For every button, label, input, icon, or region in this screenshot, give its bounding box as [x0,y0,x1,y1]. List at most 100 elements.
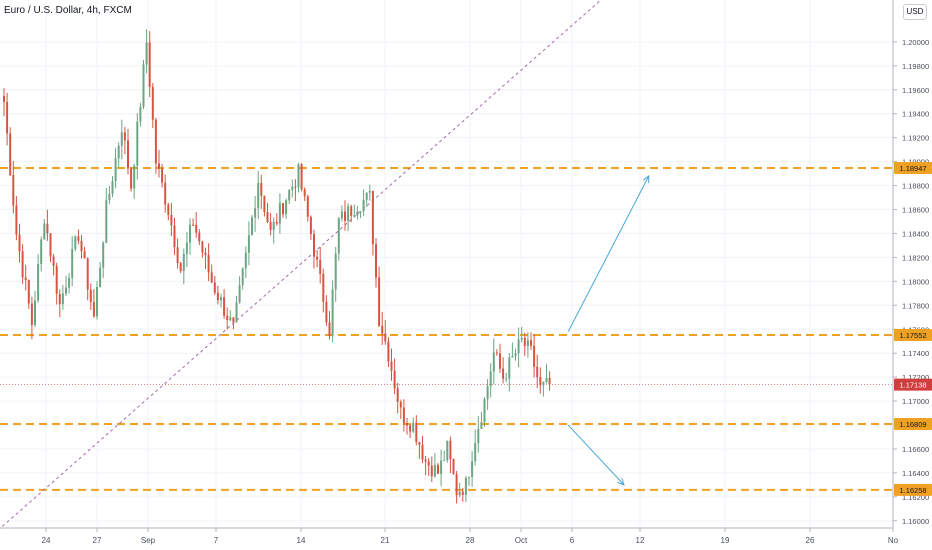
time-axis[interactable]: 24 27 Sep 7 14 21 28 Oct 6 12 19 26 No [0,527,899,545]
price-tick-label: 1.17000 [902,397,929,406]
candle-body [257,182,260,209]
candle-body [136,121,139,166]
candle-body [151,86,154,120]
price-label-text: 1.16258 [899,486,926,495]
candle-body [263,195,266,212]
time-tick-label: 7 [214,536,219,545]
candle-body [495,352,498,354]
projection-arrow [567,175,650,332]
price-tick-label: 1.19800 [902,62,929,71]
time-tick-label: 26 [806,536,815,545]
candle-body [437,465,439,474]
candle-body [27,280,30,304]
time-tick-label: No [888,536,899,545]
candle-body [235,302,238,323]
candle-body [458,491,461,496]
currency-button[interactable]: USD [903,4,927,20]
candle-body [421,444,424,460]
candle-body [300,164,303,190]
candle-body [74,236,77,250]
candle-body [213,282,216,293]
candle-body [446,440,449,461]
price-tick-label: 1.18800 [902,182,929,191]
projection-arrow [567,424,625,486]
candle-body [455,474,458,496]
candle-body [347,206,350,221]
price-tick-label: 1.17800 [902,301,929,310]
time-tick-label: 19 [721,536,730,545]
candle-body [111,181,114,194]
candle-body [306,196,309,217]
candle-body [117,145,120,159]
price-label-box [894,328,932,341]
candle-body [412,422,415,432]
candle-body [207,254,210,273]
candle-body [523,337,526,347]
time-tick-label: 24 [42,536,51,545]
candle-body [325,301,328,323]
trendline-layer [0,0,602,530]
time-tick-label: Oct [515,536,528,545]
candle-body [480,422,483,429]
candle-body [415,422,418,442]
candle-body [18,234,21,252]
time-tick-label: 12 [636,536,645,545]
candle-body [505,378,508,380]
time-tick-label: 14 [297,536,306,545]
candle-body [461,491,464,495]
price-tick-label: 1.19600 [902,86,929,95]
candle-body [471,461,474,477]
candle-body [393,370,396,389]
candle-body [251,217,253,236]
candle-body [210,272,213,283]
candle-body [508,357,511,379]
candle-body [71,249,74,279]
price-tick-label: 1.18600 [902,206,929,215]
candle-body [24,277,27,281]
candle-body [192,224,195,226]
candle-body [52,256,55,267]
candle-body [232,317,235,323]
candle-body [350,206,353,216]
candle-body [223,297,226,316]
candle-body [37,263,40,301]
candle-body [291,186,294,190]
candle-body [399,402,402,408]
candle-body [278,203,281,224]
candle-body [430,465,433,477]
candle-body [216,292,219,301]
candle-body [371,190,374,245]
candle-body [58,293,61,305]
candle-body [390,361,393,371]
candle-body [238,285,241,303]
time-tick-label: 28 [466,536,475,545]
price-tick-label: 1.16400 [902,469,929,478]
candle-body [285,200,288,215]
candle-body [452,458,455,475]
price-tick-label: 1.20000 [902,38,929,47]
price-labels: 1.18947 1.17552 1.16809 1.16258 1.17138 [894,161,932,496]
candle-body [127,140,129,169]
candle-body [545,377,548,383]
candle-body [526,340,529,347]
price-label-box [894,417,932,430]
candle-body [269,222,272,230]
candle-body [316,256,319,260]
arrows-layer [567,174,650,486]
candle-body [548,377,551,385]
candle-body [418,441,421,445]
candle-body [96,287,98,317]
price-axis[interactable]: 1.200001.198001.196001.194001.192001.190… [892,0,929,528]
candle-body [464,477,467,495]
price-tick-label: 1.16200 [902,493,929,502]
trendline [0,0,602,530]
candle-body [15,205,18,235]
candle-body [154,119,157,164]
candle-body [514,353,517,357]
candle-body [105,200,108,243]
candle-body [443,460,446,462]
candle-body [483,399,486,423]
candle-body [511,356,514,358]
candle-body [189,224,191,243]
